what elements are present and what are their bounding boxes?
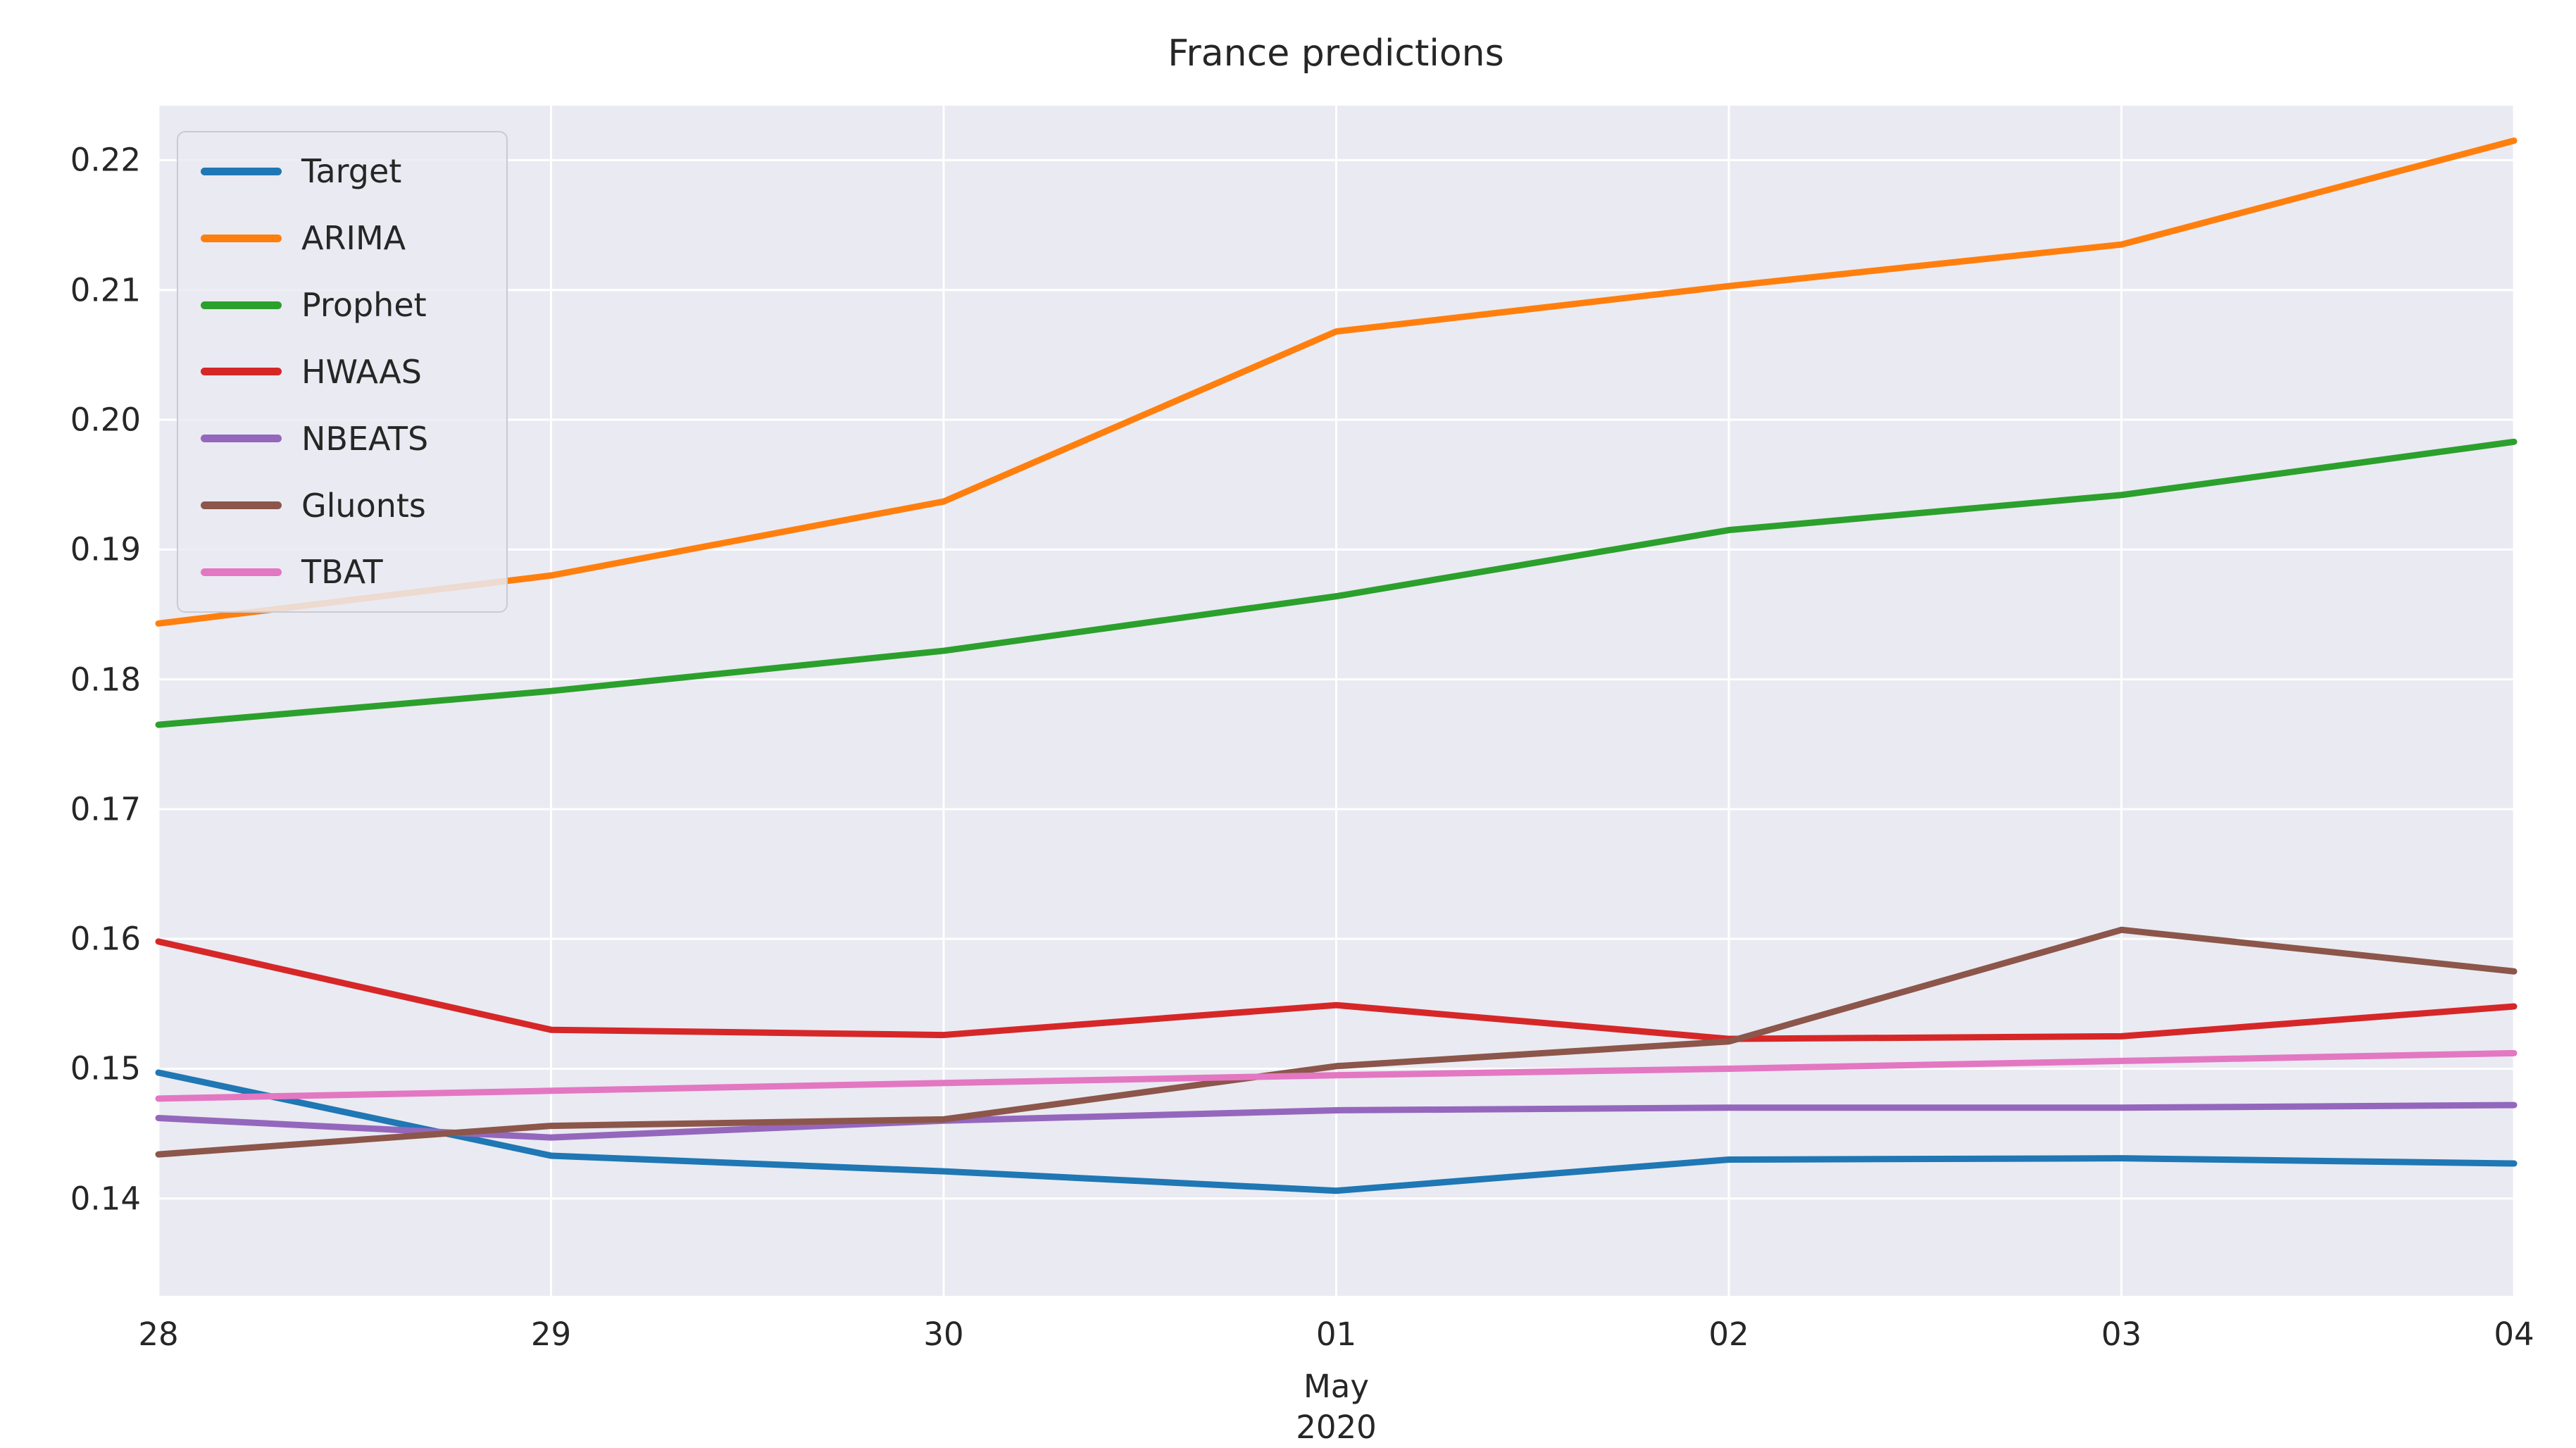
legend-label: Gluonts <box>301 486 426 525</box>
x-tick-label: 02 <box>1708 1316 1749 1353</box>
legend-item: TBAT <box>178 540 506 604</box>
legend-label: Prophet <box>301 286 427 325</box>
legend-label: TBAT <box>301 553 383 592</box>
legend-swatch <box>201 301 282 309</box>
legend-item: Gluonts <box>178 474 506 537</box>
legend-swatch <box>201 568 282 576</box>
legend-swatch <box>201 167 282 175</box>
legend-label: ARIMA <box>301 219 406 258</box>
legend-item: Prophet <box>178 273 506 337</box>
chart-title: France predictions <box>1168 32 1504 75</box>
legend-item: ARIMA <box>178 206 506 270</box>
legend-label: Target <box>301 152 402 191</box>
x-axis-year-label: 2020 <box>1296 1409 1377 1446</box>
y-tick-label: 0.14 <box>70 1180 141 1218</box>
x-tick-label: 01 <box>1315 1316 1357 1353</box>
legend-label: HWAAS <box>301 352 422 391</box>
y-tick-label: 0.15 <box>70 1049 141 1087</box>
legend-label: NBEATS <box>301 419 429 458</box>
legend-item: HWAAS <box>178 340 506 404</box>
y-tick-label: 0.19 <box>70 530 141 568</box>
legend: Target ARIMA Prophet HWAAS NBEATS Gluont… <box>177 131 508 613</box>
x-tick-label: 04 <box>2494 1316 2534 1353</box>
x-tick-label: 29 <box>530 1316 572 1353</box>
x-tick-label: 28 <box>138 1316 179 1353</box>
x-axis-month-label: May <box>1303 1368 1370 1405</box>
x-tick-label: 30 <box>923 1316 964 1353</box>
x-tick-label: 03 <box>2101 1316 2142 1353</box>
y-tick-label: 0.17 <box>70 790 141 828</box>
legend-swatch <box>201 501 282 510</box>
y-tick-label: 0.21 <box>70 271 141 309</box>
legend-item: Target <box>178 139 506 203</box>
legend-item: NBEATS <box>178 407 506 470</box>
legend-swatch <box>201 435 282 443</box>
y-tick-label: 0.20 <box>70 401 141 439</box>
y-tick-label: 0.16 <box>70 920 141 958</box>
legend-swatch <box>201 368 282 376</box>
legend-swatch <box>201 234 282 242</box>
y-tick-label: 0.22 <box>70 141 141 179</box>
y-tick-label: 0.18 <box>70 661 141 699</box>
